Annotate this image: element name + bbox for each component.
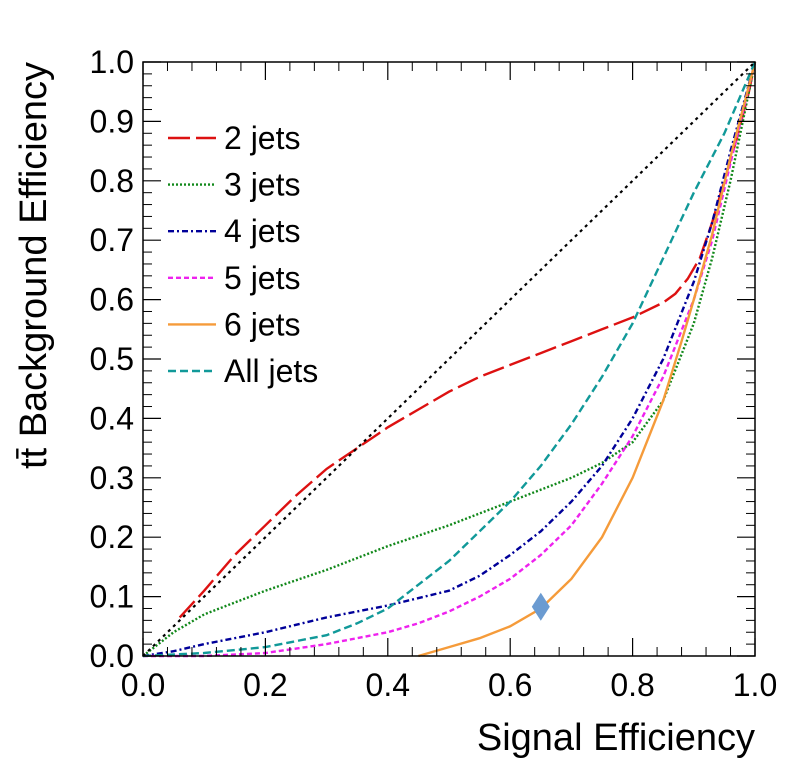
y-tick-label: 0.0 bbox=[90, 638, 134, 674]
legend-label-5-jets: 5 jets bbox=[224, 260, 300, 296]
x-tick-label: 0.2 bbox=[243, 667, 287, 703]
y-tick-label: 0.1 bbox=[90, 579, 134, 615]
y-tick-label: 1.0 bbox=[90, 44, 134, 80]
x-tick-label: 0.6 bbox=[488, 667, 532, 703]
legend-label-3-jets: 3 jets bbox=[224, 167, 300, 203]
x-tick-label: 0.4 bbox=[366, 667, 410, 703]
y-tick-label: 0.2 bbox=[90, 519, 134, 555]
working-point-marker bbox=[532, 593, 550, 621]
series-line-6-jets bbox=[418, 62, 755, 656]
y-tick-label: 0.6 bbox=[90, 282, 134, 318]
legend-label-6-jets: 6 jets bbox=[224, 306, 300, 342]
y-tick-label: 0.7 bbox=[90, 222, 134, 258]
y-tick-label: 0.4 bbox=[90, 400, 134, 436]
y-tick-label: 0.3 bbox=[90, 460, 134, 496]
legend-label-all-jets: All jets bbox=[224, 353, 318, 389]
y-tick-label: 0.8 bbox=[90, 163, 134, 199]
y-axis-label: tt̄ Background Efficiency bbox=[13, 62, 55, 469]
x-tick-label: 1.0 bbox=[733, 667, 777, 703]
y-tick-label: 0.9 bbox=[90, 103, 134, 139]
x-axis-label: Signal Efficiency bbox=[477, 717, 755, 759]
legend-label-4-jets: 4 jets bbox=[224, 213, 300, 249]
legend-label-2-jets: 2 jets bbox=[224, 120, 300, 156]
y-tick-label: 0.5 bbox=[90, 341, 134, 377]
x-tick-label: 0.8 bbox=[610, 667, 654, 703]
legend: 2 jets 3 jets 4 jets 5 jets 6 jets All jets bbox=[168, 120, 318, 389]
